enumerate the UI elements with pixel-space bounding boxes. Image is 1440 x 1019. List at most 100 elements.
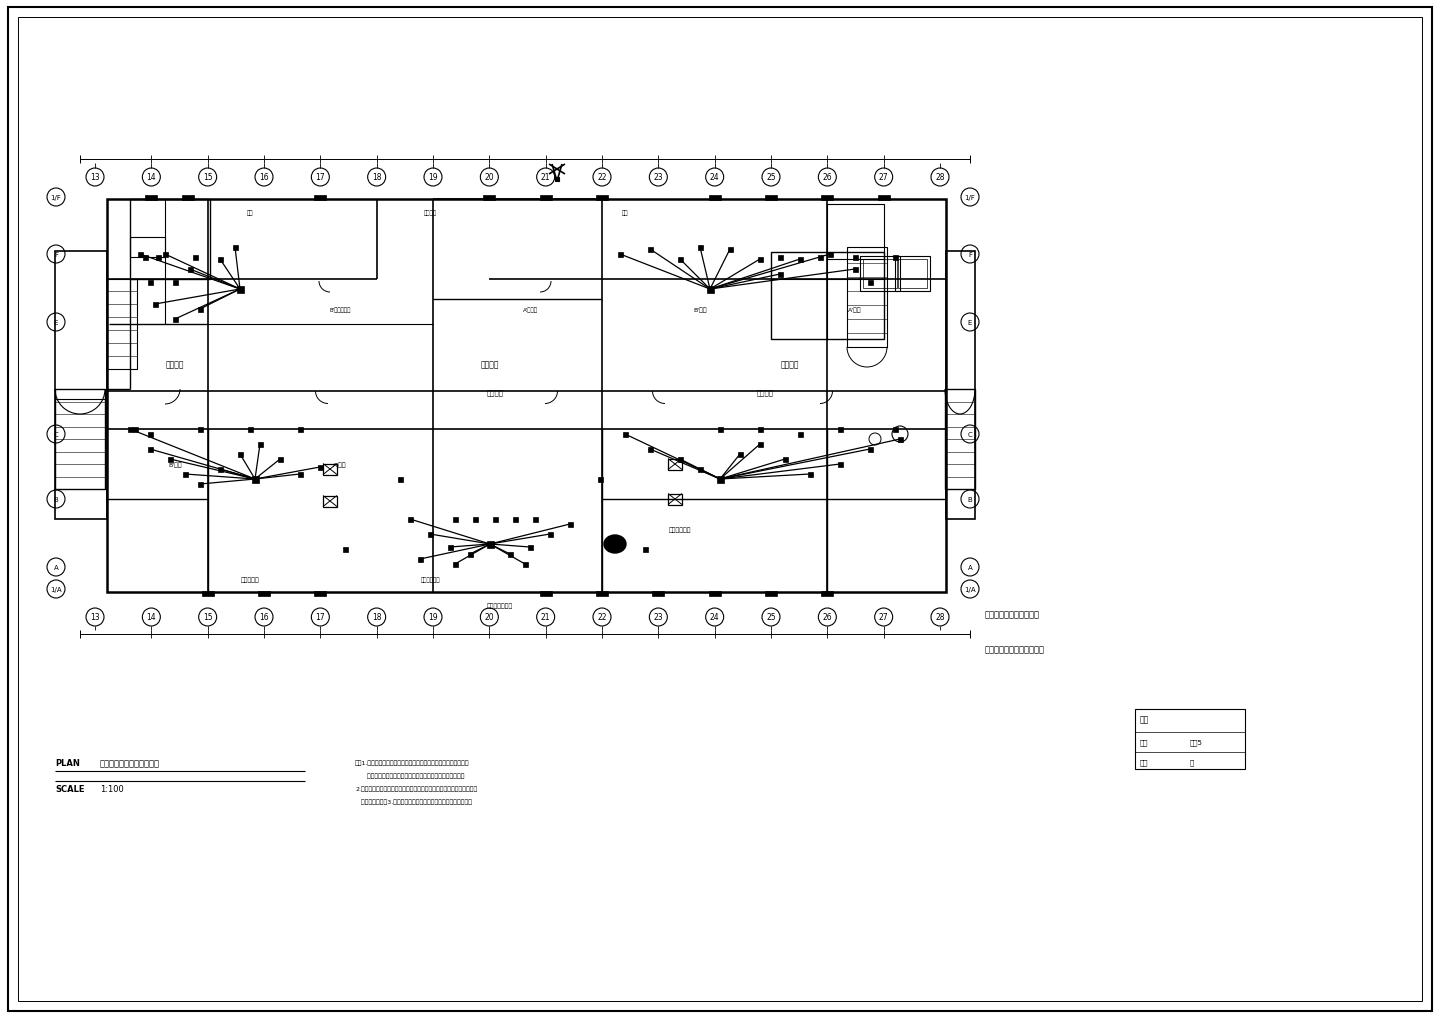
Text: 总配电箱: 总配电箱 [423, 210, 436, 216]
Text: 26: 26 [822, 173, 832, 182]
Bar [852, 255, 857, 260]
Text: 设计: 设计 [1140, 739, 1149, 746]
Bar [314, 196, 327, 201]
Text: 总统套十层电气插座平面图: 总统套十层电气插座平面图 [99, 759, 160, 767]
Bar [258, 442, 262, 447]
Bar [648, 447, 652, 452]
Text: 中式客厅: 中式客厅 [756, 389, 773, 396]
Bar [877, 196, 890, 201]
Text: 22: 22 [598, 612, 606, 622]
Text: F: F [55, 252, 58, 258]
Bar [452, 561, 458, 567]
Bar [547, 532, 553, 537]
Text: 28: 28 [935, 612, 945, 622]
Text: 中式客厅: 中式客厅 [780, 360, 799, 369]
Bar [899, 260, 927, 288]
Bar [132, 427, 137, 432]
Text: 2.图中平面尺寸以及高度均以最终装修完成面计算，调整误差及尺寸不足: 2.图中平面尺寸以及高度均以最终装修完成面计算，调整误差及尺寸不足 [356, 786, 477, 791]
Bar [232, 246, 238, 251]
Text: A'卧室: A'卧室 [848, 307, 861, 313]
Text: 审核: 审核 [1140, 759, 1149, 765]
Text: 1/A: 1/A [50, 586, 62, 592]
Bar [778, 255, 782, 260]
Text: 欧式客厅: 欧式客厅 [481, 360, 500, 369]
Text: 17: 17 [315, 612, 325, 622]
Bar [847, 248, 887, 347]
Text: 14: 14 [147, 612, 156, 622]
Text: 23: 23 [654, 612, 664, 622]
Text: 1/A: 1/A [965, 586, 976, 592]
Bar [55, 389, 105, 489]
Bar [323, 464, 337, 475]
Bar [668, 459, 683, 470]
Bar [828, 253, 832, 257]
Text: B: B [53, 496, 59, 502]
Bar [727, 248, 733, 253]
Bar [107, 200, 946, 592]
Bar [946, 252, 975, 520]
Bar [408, 517, 412, 522]
Bar [893, 427, 897, 432]
Text: 28: 28 [935, 173, 945, 182]
Bar [147, 447, 153, 452]
Text: 13: 13 [91, 612, 99, 622]
Bar [567, 522, 573, 527]
Bar [867, 280, 873, 285]
Bar [258, 591, 271, 596]
Bar [596, 591, 608, 596]
Text: 九龙柱上区: 九龙柱上区 [240, 577, 259, 582]
Bar [770, 253, 884, 339]
Bar [697, 246, 703, 251]
Text: 24: 24 [710, 173, 720, 182]
Text: B'次卧卫生间: B'次卧卫生间 [330, 307, 351, 313]
Text: 应以现场为准。3.图中标注不符合处，请及时与设计师联系沟通。: 应以现场为准。3.图中标注不符合处，请及时与设计师联系沟通。 [356, 799, 472, 804]
Text: 20: 20 [484, 173, 494, 182]
Text: 21: 21 [541, 612, 550, 622]
Text: SCALE: SCALE [55, 785, 85, 794]
Text: B: B [968, 496, 972, 502]
Bar [153, 303, 157, 307]
Text: 1/F: 1/F [50, 195, 62, 201]
Bar [554, 178, 559, 181]
Bar [860, 257, 900, 291]
Bar [238, 452, 242, 458]
Bar [798, 432, 802, 437]
Bar [897, 437, 903, 442]
Text: 24: 24 [710, 612, 720, 622]
Text: 总统套十层电气插座平面图: 总统套十层电气插座平面图 [985, 645, 1045, 654]
Text: B'卧室: B'卧室 [168, 462, 181, 468]
Text: 大厅休息上区: 大厅休息上区 [420, 577, 439, 582]
Text: 插座: 插座 [622, 210, 628, 216]
Text: C: C [53, 432, 59, 437]
Bar [540, 196, 552, 201]
Bar [217, 257, 223, 262]
Bar [107, 280, 137, 370]
Bar [737, 452, 743, 458]
Text: 在确定位置时应尽量美观合理，请根据现场情况适当调整。: 在确定位置时应尽量美观合理，请根据现场情况适当调整。 [356, 772, 465, 779]
Bar [828, 205, 884, 260]
Text: A: A [968, 565, 972, 571]
Bar [418, 557, 422, 561]
Bar [173, 317, 177, 322]
Text: 13: 13 [91, 173, 99, 182]
Bar [818, 255, 822, 260]
Bar [448, 545, 452, 550]
Bar [143, 255, 147, 260]
Text: 注：1.本平面图中涉及到的插座及开关均为暗装式电气插座及开关。: 注：1.本平面图中涉及到的插座及开关均为暗装式电气插座及开关。 [356, 759, 469, 765]
Text: 22: 22 [598, 173, 606, 182]
Bar [798, 257, 802, 262]
Bar [314, 591, 327, 596]
Text: 17: 17 [315, 173, 325, 182]
Bar [173, 280, 177, 285]
Text: 大厅休息上区: 大厅休息上区 [668, 527, 691, 532]
Bar [187, 267, 193, 272]
Bar [540, 591, 552, 596]
Text: 15: 15 [203, 173, 213, 182]
Text: 1:100: 1:100 [99, 785, 124, 794]
Bar [821, 591, 834, 596]
Text: 制图5: 制图5 [1189, 739, 1202, 746]
Text: E: E [53, 320, 58, 326]
Text: E: E [968, 320, 972, 326]
Text: A: A [53, 565, 59, 571]
Text: 18: 18 [372, 612, 382, 622]
